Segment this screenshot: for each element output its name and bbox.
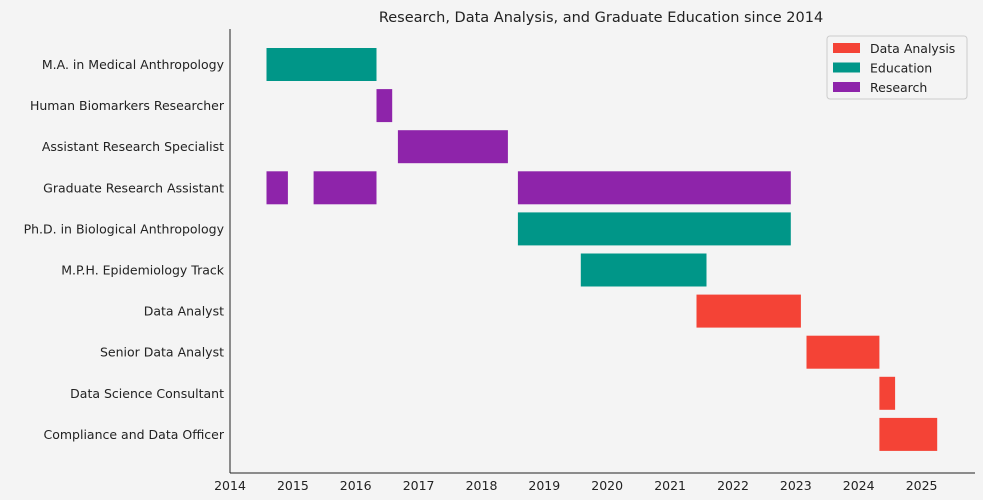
y-tick-label: Human Biomarkers Researcher	[30, 98, 225, 113]
legend-frame	[826, 35, 968, 100]
x-tick-label: 2024	[843, 478, 875, 493]
y-tick-label: Compliance and Data Officer	[44, 427, 225, 442]
gantt-bar	[806, 335, 880, 369]
gantt-bar	[266, 48, 377, 81]
legend-label: Data Analysis	[870, 41, 955, 56]
gantt-bar	[376, 89, 393, 123]
legend-swatch	[833, 82, 860, 92]
gantt-bar	[517, 171, 791, 205]
gantt-bar	[397, 130, 508, 164]
legend: Data Analysis Education Research	[826, 35, 968, 100]
legend-label: Education	[870, 61, 932, 76]
gantt-bar	[879, 417, 938, 451]
gantt-bar	[313, 171, 377, 205]
y-tick-label: Data Science Consultant	[70, 386, 224, 401]
x-tick-label: 2016	[340, 478, 372, 493]
gantt-bar	[696, 294, 801, 328]
gantt-bar	[580, 253, 707, 287]
x-tick-label: 2023	[780, 478, 812, 493]
gantt-bar	[517, 212, 791, 246]
x-tick-label: 2017	[403, 478, 435, 493]
x-axis: 2014 2015 2016 2017 2018 2019 2020 2021 2022 2023…	[214, 478, 937, 493]
x-tick-label: 2021	[654, 478, 686, 493]
x-tick-label: 2025	[906, 478, 938, 493]
chart-title: Research, Data Analysis, and Graduate Ed…	[379, 10, 823, 26]
x-tick-label: 2019	[528, 478, 560, 493]
x-tick-label: 2022	[717, 478, 749, 493]
legend-swatch	[833, 62, 860, 73]
y-tick-label: Assistant Research Specialist	[42, 139, 224, 154]
y-tick-label: Senior Data Analyst	[100, 345, 224, 360]
x-tick-label: 2020	[591, 478, 623, 493]
x-tick-label: 2014	[214, 478, 246, 493]
y-tick-label: Ph.D. in Biological Anthropology	[24, 221, 225, 236]
gantt-bar	[266, 171, 288, 205]
legend-label: Research	[870, 80, 927, 95]
bars-layer	[266, 48, 938, 451]
y-axis-labels: M.A. in Medical Anthropology Human Biomar…	[24, 57, 225, 442]
legend-swatch	[833, 43, 860, 53]
x-tick-label: 2015	[277, 478, 309, 493]
y-tick-label: Graduate Research Assistant	[43, 180, 224, 195]
x-tick-label: 2018	[466, 478, 498, 493]
y-tick-label: Data Analyst	[144, 304, 224, 319]
gantt-bar	[879, 376, 896, 410]
y-tick-label: M.P.H. Epidemiology Track	[61, 263, 225, 278]
y-tick-label: M.A. in Medical Anthropology	[42, 57, 225, 72]
